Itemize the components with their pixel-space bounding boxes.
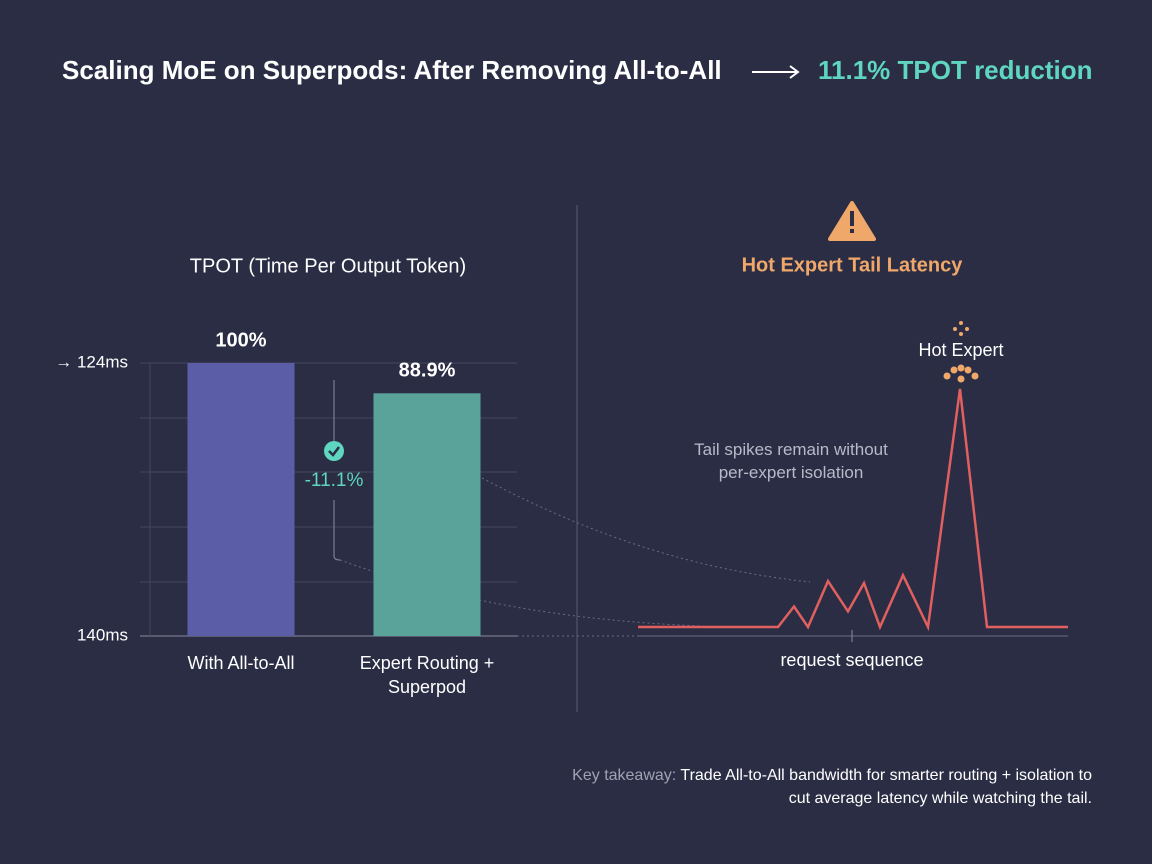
dot xyxy=(953,327,957,331)
dot xyxy=(959,321,963,325)
dot xyxy=(959,332,963,336)
title: Scaling MoE on Superpods: After Removing… xyxy=(62,55,722,85)
warning-mark xyxy=(850,211,854,226)
footer: Key takeaway: Trade All-to-All bandwidth… xyxy=(570,764,1092,810)
x-tick-label: With All-to-All xyxy=(187,653,295,673)
line-annotation: Tail spikes remain without per-expert is… xyxy=(694,440,888,482)
hot-icon xyxy=(943,321,979,383)
warning-dot xyxy=(850,229,854,233)
dot xyxy=(957,364,965,372)
footer-text: Trade All-to-All bandwidth for smarter r… xyxy=(680,767,1092,807)
arrow-head xyxy=(789,65,800,79)
bar xyxy=(373,393,481,636)
line-chart-title: Hot Expert Tail Latency xyxy=(742,254,964,276)
dot xyxy=(964,366,972,374)
top-label: → 124ms xyxy=(55,352,128,371)
bar xyxy=(187,363,295,636)
delta-label: -11.1% xyxy=(305,470,364,491)
dot xyxy=(957,375,965,383)
check-mark xyxy=(328,446,340,457)
dot xyxy=(965,327,969,331)
dot xyxy=(943,372,951,380)
bottom-label: 140ms xyxy=(77,625,128,644)
connector xyxy=(481,477,811,583)
bar-chart-title: TPOT (Time Per Output Token) xyxy=(190,255,466,277)
check-icon xyxy=(324,441,344,461)
footer-label: Key takeaway: xyxy=(572,767,677,784)
title-highlight: 11.1% TPOT reduction xyxy=(818,55,1093,85)
dot xyxy=(971,372,979,380)
x-axis-label: request sequence xyxy=(780,650,923,670)
value-label: 100% xyxy=(215,329,266,351)
line xyxy=(638,388,1068,632)
x-tick-label: Expert Routing + Superpod xyxy=(359,653,495,697)
dot xyxy=(950,366,958,374)
peak-label: Hot Expert xyxy=(918,340,1003,360)
value-label: 88.9% xyxy=(399,360,456,382)
